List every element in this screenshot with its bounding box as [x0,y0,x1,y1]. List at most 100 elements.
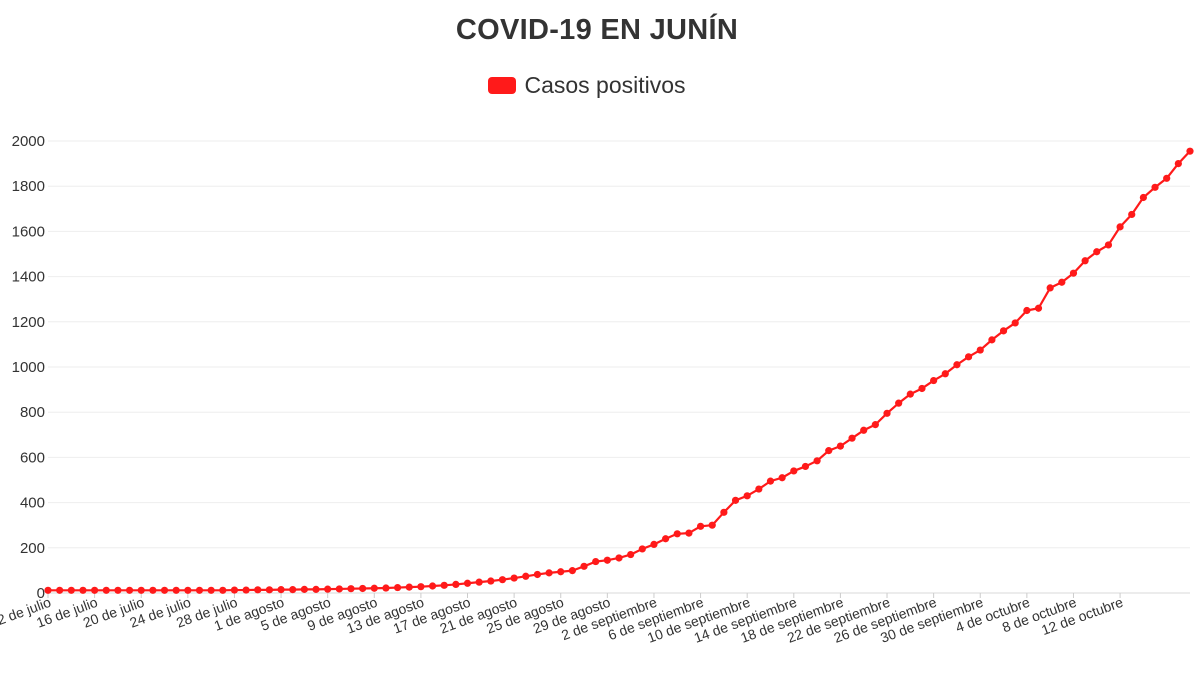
legend-swatch [488,77,517,94]
data-point [883,409,891,417]
data-point [1186,147,1194,155]
data-point [778,474,786,482]
data-point [964,353,973,361]
data-point [382,584,390,592]
data-point [1069,269,1078,277]
data-point [160,586,169,594]
data-point [930,376,938,385]
data-point [44,586,52,594]
data-point [312,585,320,593]
data-point [254,586,262,594]
data-point [428,582,437,590]
data-point [172,586,180,594]
data-point [848,434,856,442]
data-point [440,581,448,589]
data-point [766,477,775,485]
data-point [1093,248,1101,256]
data-point [498,576,507,584]
data-point [743,492,751,500]
y-tick-label: 1600 [12,223,45,240]
data-point [347,585,355,593]
y-tick-label: 0 [37,585,45,602]
data-point [56,586,64,594]
data-point [592,557,600,566]
data-point [545,569,553,577]
data-point [79,586,87,594]
data-point [918,384,926,393]
data-point [615,554,623,562]
data-point [755,485,763,493]
data-point [242,586,250,594]
data-point [370,584,378,592]
data-point [988,336,996,344]
data-point [568,567,576,575]
y-tick-label: 800 [20,404,45,421]
data-point [662,535,670,543]
data-point [1174,160,1182,168]
data-point [685,529,693,537]
data-point [463,579,472,587]
data-point [359,584,367,593]
data-point [720,508,728,516]
data-point [1104,241,1113,249]
data-point [184,586,192,594]
data-point [1023,306,1031,315]
data-point [999,327,1008,335]
y-tick-label: 400 [20,495,45,512]
data-point [207,586,215,594]
data-point [393,583,402,592]
data-point [1046,284,1054,292]
data-point [487,577,495,585]
data-point [871,421,879,429]
data-point [277,586,285,594]
data-point [324,585,332,593]
y-tick-label: 600 [20,449,45,466]
data-point [230,586,239,594]
data-point [895,399,903,407]
data-point [67,586,75,594]
data-point [417,583,425,591]
data-point [941,370,949,378]
y-gridlines [48,140,1190,594]
data-point [801,462,810,471]
data-point [452,580,460,589]
data-point [1081,257,1089,265]
data-point [1034,304,1043,312]
chart-title: COVID-19 EN JUNÍN [455,14,739,46]
data-point [627,550,635,559]
data-point [953,361,961,369]
data-points [44,147,1194,594]
data-point [289,586,297,594]
data-point [533,570,542,579]
data-point [335,585,343,593]
y-axis-labels: 0 200 400 600 800 1000 1200 1400 1600 1800 2000 [12,133,45,602]
data-point [219,586,227,594]
data-point [1116,223,1124,231]
data-point [1151,183,1159,191]
y-tick-label: 1000 [12,359,45,376]
data-point [510,574,518,582]
data-point [708,521,716,529]
data-point [300,585,308,593]
data-point [1058,278,1066,286]
data-point [522,572,530,580]
data-point [603,556,611,564]
series-line-casos-positivos [48,150,1191,592]
y-tick-label: 2000 [12,133,45,150]
y-tick-label: 1800 [12,178,45,195]
data-point [1163,174,1171,182]
data-point [475,578,483,586]
data-point [137,586,145,594]
data-point [149,586,157,594]
data-point [638,545,646,553]
data-point [976,346,984,354]
legend[interactable]: Casos positivos [0,72,1174,99]
data-point [650,540,658,549]
data-point [836,442,845,450]
y-tick-label: 1200 [12,314,45,331]
data-point [557,568,565,576]
data-point [1011,319,1019,327]
data-point [825,447,833,455]
